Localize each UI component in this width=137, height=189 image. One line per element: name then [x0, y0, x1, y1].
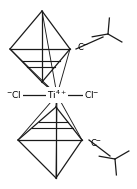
Text: Cl$^{-}$: Cl$^{-}$ — [84, 90, 100, 101]
Text: $^{-}$Cl: $^{-}$Cl — [6, 90, 22, 101]
Text: C$^{-}$: C$^{-}$ — [77, 42, 89, 53]
Text: C$^{-}$: C$^{-}$ — [90, 136, 102, 147]
Text: Ti$^{4+}$: Ti$^{4+}$ — [47, 89, 67, 101]
